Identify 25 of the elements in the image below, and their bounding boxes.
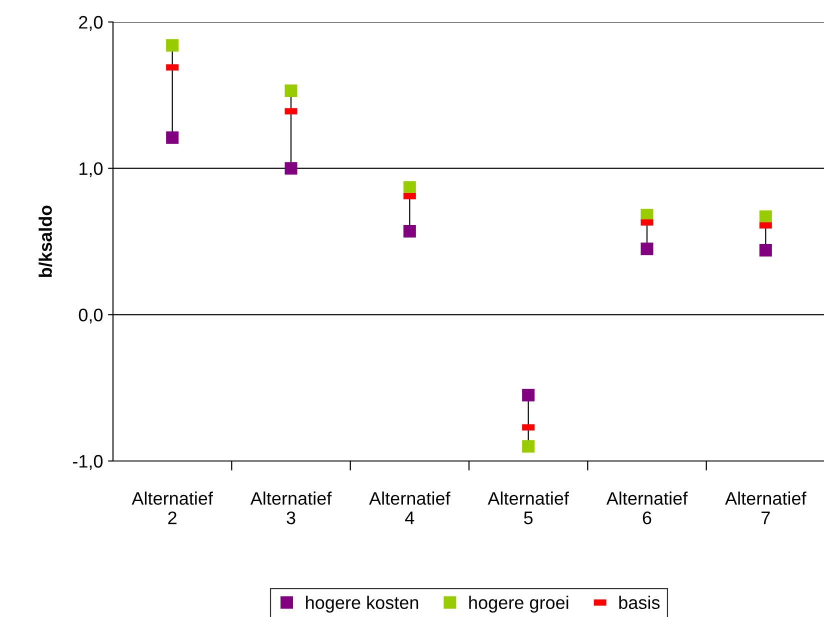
- point: [284, 162, 298, 175]
- point: [522, 440, 535, 453]
- x-tick-label: Alternatief 2: [132, 492, 214, 524]
- point: [403, 181, 416, 194]
- legend-label: hogere kosten: [306, 596, 418, 613]
- y-tick-label: 0,0: [78, 308, 103, 324]
- point: [166, 39, 179, 52]
- y-tick-label: -1,0: [72, 454, 103, 470]
- legend-label: basis: [619, 596, 660, 610]
- y-tick-label: 2,0: [79, 16, 103, 31]
- x-tick-label: Alternatief 5: [488, 492, 570, 524]
- point: [284, 84, 298, 98]
- x-tick-label: Alternatief 7: [725, 492, 806, 524]
- y-tick-label: 1,0: [80, 162, 103, 178]
- y-axis-title: b/ksaldo: [38, 206, 52, 277]
- legend-label: hogere groei: [469, 596, 568, 613]
- point: [403, 225, 416, 238]
- point: [759, 210, 772, 223]
- x-tick-label: Alternatief 4: [369, 492, 450, 524]
- x-tick-label: Alternatief 6: [606, 492, 688, 524]
- x-tick-label: Alternatief 3: [250, 492, 332, 524]
- point: [759, 244, 772, 257]
- point: [640, 242, 654, 256]
- point: [166, 131, 179, 144]
- point: [522, 388, 535, 402]
